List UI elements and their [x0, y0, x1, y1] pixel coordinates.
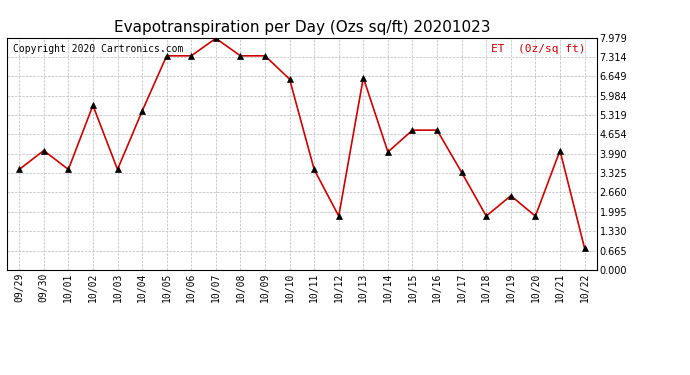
Text: Copyright 2020 Cartronics.com: Copyright 2020 Cartronics.com [13, 45, 183, 54]
Text: ET  (0z/sq ft): ET (0z/sq ft) [491, 45, 585, 54]
Title: Evapotranspiration per Day (Ozs sq/ft) 20201023: Evapotranspiration per Day (Ozs sq/ft) 2… [114, 20, 490, 35]
